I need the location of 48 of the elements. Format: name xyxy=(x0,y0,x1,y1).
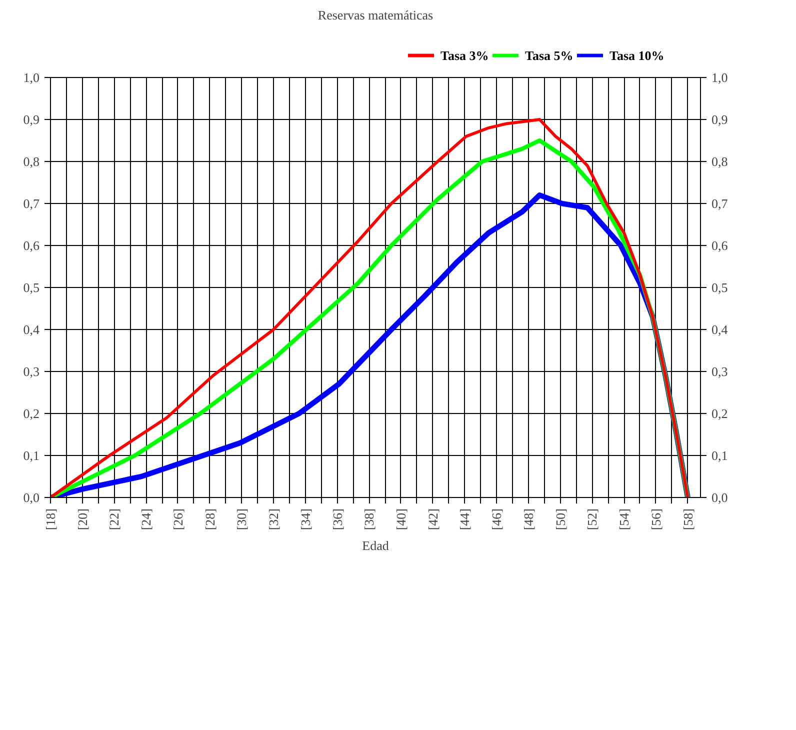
x-tick-label: [28] xyxy=(202,508,218,530)
x-tick-label: [56] xyxy=(648,508,664,530)
x-tick-label: [24] xyxy=(138,508,154,530)
x-tick-label: [18] xyxy=(43,508,58,530)
x-tick-label: [32] xyxy=(266,508,282,530)
y-tick-label: 0,7 xyxy=(23,196,40,211)
y2-tick-label: 0,2 xyxy=(712,406,728,421)
legend-label: Tasa 3% xyxy=(440,48,489,63)
x-tick-label: [52] xyxy=(584,508,600,530)
x-tick-label: [58] xyxy=(680,508,696,530)
x-tick-label: [54] xyxy=(616,508,632,530)
chart-title: Reservas matemáticas xyxy=(318,8,434,22)
x-tick-label: [30] xyxy=(234,508,250,530)
y2-tick-label: 0,3 xyxy=(712,364,728,379)
y-tick-label: 1,0 xyxy=(23,70,40,85)
x-axis-title: Edad xyxy=(362,538,390,554)
y-tick-label: 0,8 xyxy=(23,154,40,169)
y2-tick-label: 0,4 xyxy=(712,322,728,337)
x-tick-label: [46] xyxy=(489,508,504,530)
y2-tick-label: 0,1 xyxy=(712,448,728,463)
y2-tick-label: 0,5 xyxy=(712,280,728,295)
y-tick-label: 0,6 xyxy=(23,238,40,253)
legend-label: Tasa 10% xyxy=(610,48,664,63)
y-tick-label: 0,5 xyxy=(23,280,40,295)
y-tick-label: 0,9 xyxy=(23,112,40,127)
x-tick-label: [50] xyxy=(552,508,568,530)
y2-tick-label: 0,6 xyxy=(712,238,728,253)
y2-tick-label: 0,0 xyxy=(712,490,728,505)
x-tick-label: [20] xyxy=(74,508,90,530)
y-tick-label: 0,4 xyxy=(23,322,40,337)
y2-tick-label: 0,8 xyxy=(712,154,728,169)
y2-tick-label: 0,7 xyxy=(712,196,728,211)
x-tick-label: [40] xyxy=(393,508,408,530)
x-tick-label: [22] xyxy=(106,508,122,530)
y-tick-label: 0,0 xyxy=(23,490,40,505)
y2-tick-label: 0,9 xyxy=(712,112,728,127)
x-tick-label: [42] xyxy=(425,508,440,530)
x-tick-label: [44] xyxy=(457,508,472,530)
x-tick-label: [38] xyxy=(362,508,377,530)
y2-tick-label: 1,0 xyxy=(712,70,728,85)
x-tick-label: [48] xyxy=(520,508,536,530)
y-tick-label: 0,1 xyxy=(23,448,40,463)
x-tick-label: [36] xyxy=(330,508,345,530)
x-tick-label: [26] xyxy=(170,508,186,530)
legend-label: Tasa 5% xyxy=(525,48,574,63)
y-tick-label: 0,2 xyxy=(23,406,40,421)
y-tick-label: 0,3 xyxy=(23,364,40,379)
x-tick-label: [34] xyxy=(298,508,313,530)
